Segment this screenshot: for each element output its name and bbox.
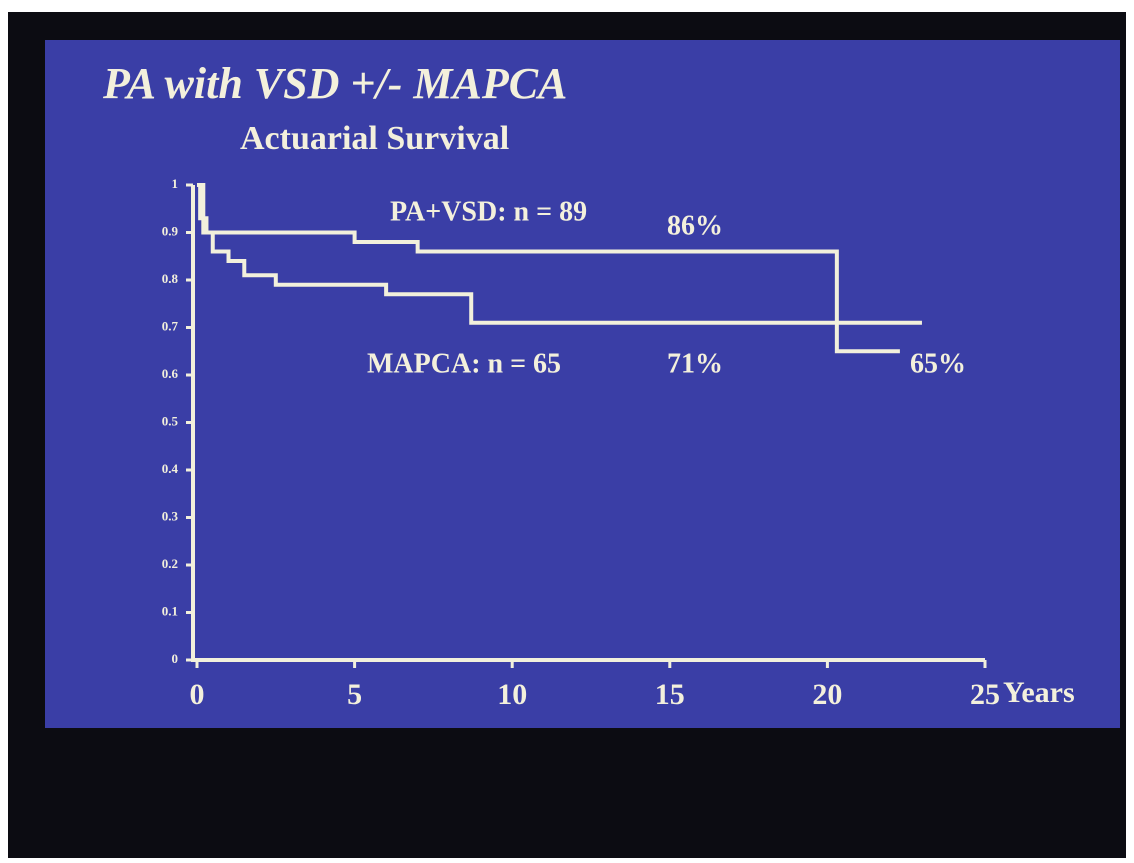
survival-line xyxy=(197,183,922,325)
x-tick-label: 10 xyxy=(497,678,527,711)
survival-line xyxy=(197,183,900,354)
x-tick-label: 20 xyxy=(812,678,842,711)
y-tick-label: 0.7 xyxy=(162,318,179,333)
y-tick-label: 0.4 xyxy=(162,461,179,476)
y-tick-label: 0.6 xyxy=(162,366,179,381)
chart-title: PA with VSD +/- MAPCA xyxy=(102,59,567,108)
y-tick-label: 1 xyxy=(172,176,179,191)
annotation: 65% xyxy=(910,348,966,379)
series-label: PA+VSD: n = 89 xyxy=(390,196,587,227)
chart-subtitle: Actuarial Survival xyxy=(240,120,509,157)
x-tick-label: 0 xyxy=(190,678,205,711)
y-tick-label: 0.9 xyxy=(162,223,179,238)
y-tick-label: 0.2 xyxy=(162,556,178,571)
y-tick-label: 0.8 xyxy=(162,271,179,286)
annotation: 71% xyxy=(667,348,723,379)
series-label: MAPCA: n = 65 xyxy=(367,348,561,379)
x-tick-label: 5 xyxy=(347,678,362,711)
x-tick-label: 15 xyxy=(655,678,685,711)
y-tick-label: 0 xyxy=(172,651,179,666)
slide-background xyxy=(45,40,1120,728)
x-tick-label: 25 xyxy=(970,678,1000,711)
y-tick-label: 0.5 xyxy=(162,413,179,428)
y-tick-label: 0.3 xyxy=(162,508,179,523)
y-tick-label: 0.1 xyxy=(162,603,178,618)
x-axis-label: Years xyxy=(1003,676,1075,709)
annotation: 86% xyxy=(667,210,723,241)
